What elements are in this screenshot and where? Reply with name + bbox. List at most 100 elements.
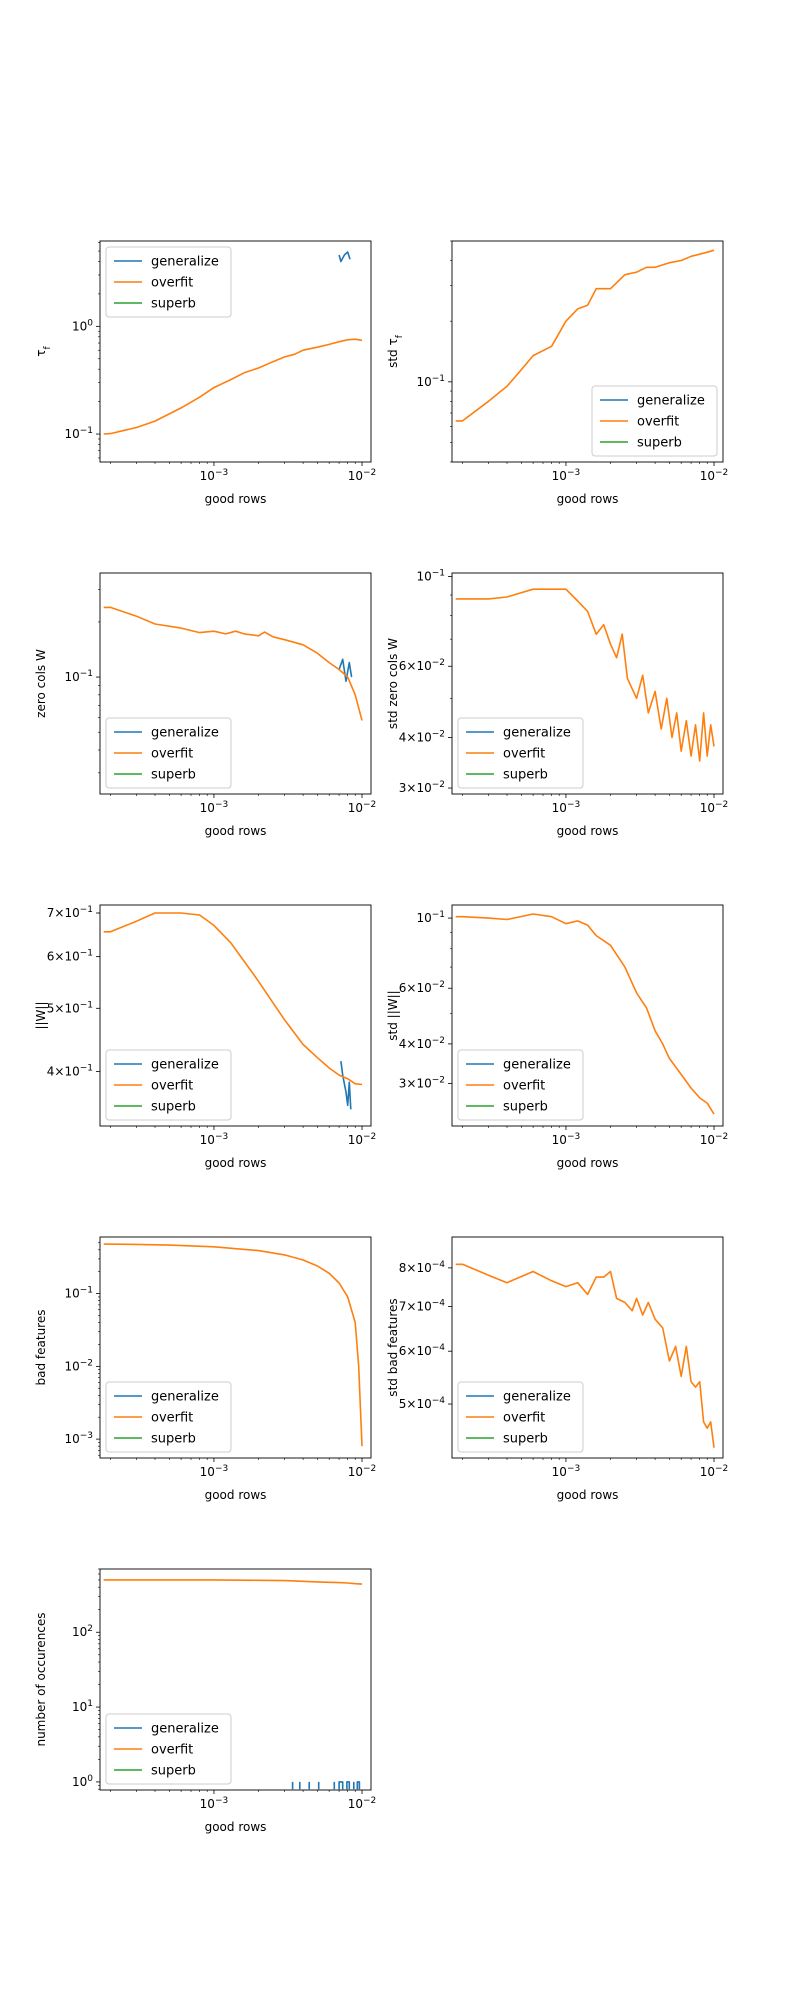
series-layer xyxy=(103,251,363,435)
series-line-overfit xyxy=(455,913,715,1115)
legend-label-superb: superb xyxy=(503,1432,548,1447)
y-tick-label: 10−1 xyxy=(64,669,93,684)
x-tick-label: 10−3 xyxy=(200,1464,229,1479)
series-line-generalize xyxy=(356,1781,361,1790)
legend-label-superb: superb xyxy=(151,1432,196,1447)
y-axis-label: τf xyxy=(34,345,53,356)
series-layer xyxy=(103,1243,363,1447)
legend-label-generalize: generalize xyxy=(151,255,219,270)
legend-label-superb: superb xyxy=(503,768,548,783)
series-line-overfit xyxy=(103,1243,363,1447)
chart-panel-9: 10−3 10−2 100 101 102 good rows number of occu… xyxy=(34,1568,376,1834)
legend-label-overfit: overfit xyxy=(151,747,193,762)
y-axis-label: zero cols W xyxy=(34,649,48,718)
y-tick-label: 6×10−1 xyxy=(47,949,93,964)
y-tick-label: 10−1 xyxy=(416,374,445,389)
plot-frame xyxy=(451,904,724,1127)
y-tick-label: 10−1 xyxy=(64,1286,93,1301)
series-layer xyxy=(103,912,363,1110)
y-tick-label: 101 xyxy=(72,1699,93,1714)
x-tick-label: 10−3 xyxy=(552,468,581,483)
y-tick-label: 5×10−4 xyxy=(399,1396,446,1411)
legend-label-overfit: overfit xyxy=(151,276,193,291)
x-tick-label: 10−2 xyxy=(700,1464,729,1479)
x-tick-label: 10−3 xyxy=(552,800,581,815)
legend-box xyxy=(105,246,232,318)
x-axis-label: good rows xyxy=(557,1488,619,1502)
legend-box xyxy=(457,717,584,789)
legend: generalize overfit superb xyxy=(105,1713,232,1785)
legend-label-superb: superb xyxy=(503,1100,548,1115)
series-line-overfit xyxy=(455,588,715,762)
plot-frame xyxy=(99,240,372,463)
legend-label-superb: superb xyxy=(151,768,196,783)
series-line-overfit xyxy=(103,606,363,721)
y-axis-label: std bad features xyxy=(386,1298,400,1396)
legend-label-generalize: generalize xyxy=(151,1390,219,1405)
x-tick-label: 10−2 xyxy=(348,1132,377,1147)
legend-box xyxy=(105,1713,232,1785)
legend-label-overfit: overfit xyxy=(503,1079,545,1094)
series-line-overfit xyxy=(103,338,363,435)
y-axis-label: ||W|| xyxy=(34,1001,48,1029)
chart-panel-7: 10−3 10−2 10−3 10−2 10−1 good rows bad feature… xyxy=(34,1236,376,1502)
legend: generalize overfit superb xyxy=(105,246,232,318)
legend-label-generalize: generalize xyxy=(637,394,705,409)
legend-box xyxy=(591,385,718,457)
x-tick-label: 10−2 xyxy=(700,468,729,483)
chart-panel-4: 10−3 10−2 3×10−2 4×10−2 6×10−2 10−1 good rows s… xyxy=(386,568,728,838)
series-layer xyxy=(455,913,715,1115)
plot-frame xyxy=(99,572,372,795)
x-tick-label: 10−3 xyxy=(200,800,229,815)
series-layer xyxy=(103,606,363,721)
plot-frame xyxy=(451,240,724,463)
chart-panel-5: 10−3 10−2 4×10−1 5×10−1 6×10−1 7×10−1 good row… xyxy=(34,904,377,1170)
x-tick-label: 10−2 xyxy=(348,468,377,483)
y-tick-label: 3×10−2 xyxy=(399,780,445,795)
plot-frame xyxy=(99,1568,372,1791)
x-axis-label: good rows xyxy=(557,824,619,838)
legend: generalize overfit superb xyxy=(105,1049,232,1121)
legend-label-overfit: overfit xyxy=(637,415,679,430)
plot-frame xyxy=(451,572,724,795)
y-axis-label: std ||W|| xyxy=(386,990,400,1040)
y-tick-label: 3×10−2 xyxy=(399,1075,445,1090)
chart-panel-6: 10−3 10−2 3×10−2 4×10−2 6×10−2 10−1 good rows s… xyxy=(386,904,728,1170)
y-tick-label: 100 xyxy=(72,318,93,333)
series-line-overfit xyxy=(455,1263,715,1448)
legend-label-overfit: overfit xyxy=(503,1411,545,1426)
legend: generalize overfit superb xyxy=(105,1381,232,1453)
x-axis-label: good rows xyxy=(205,1156,267,1170)
series-line-generalize xyxy=(346,1781,351,1790)
y-tick-label: 6×10−2 xyxy=(399,658,445,673)
chart-panel-1: 10−3 10−2 10−1 100 good rows τf generalize over… xyxy=(34,240,377,506)
legend-label-superb: superb xyxy=(637,436,682,451)
y-tick-label: 6×10−2 xyxy=(399,980,445,995)
series-layer xyxy=(455,249,715,422)
legend-label-overfit: overfit xyxy=(151,1743,193,1758)
x-axis-label: good rows xyxy=(205,1488,267,1502)
legend: generalize overfit superb xyxy=(591,385,718,457)
x-tick-label: 10−3 xyxy=(200,1132,229,1147)
series-line-overfit xyxy=(103,912,363,1086)
y-axis-label: number of occurences xyxy=(34,1612,48,1746)
x-tick-label: 10−3 xyxy=(200,468,229,483)
y-tick-label: 10−1 xyxy=(64,426,93,441)
y-axis-label: bad features xyxy=(34,1310,48,1386)
x-tick-label: 10−3 xyxy=(552,1132,581,1147)
series-layer xyxy=(455,1263,715,1448)
series-line-generalize xyxy=(338,1781,344,1790)
x-axis-label: good rows xyxy=(205,1820,267,1834)
legend-label-generalize: generalize xyxy=(151,1058,219,1073)
x-tick-label: 10−3 xyxy=(552,1464,581,1479)
y-tick-label: 4×10−1 xyxy=(47,1064,93,1079)
y-tick-label: 7×10−4 xyxy=(399,1299,446,1314)
series-layer xyxy=(103,1579,363,1790)
y-axis-label: std zero cols W xyxy=(386,638,400,729)
y-tick-label: 10−1 xyxy=(416,910,445,925)
series-layer xyxy=(455,588,715,762)
legend-label-generalize: generalize xyxy=(151,1722,219,1737)
legend-label-generalize: generalize xyxy=(151,726,219,741)
series-line-overfit xyxy=(455,249,715,422)
